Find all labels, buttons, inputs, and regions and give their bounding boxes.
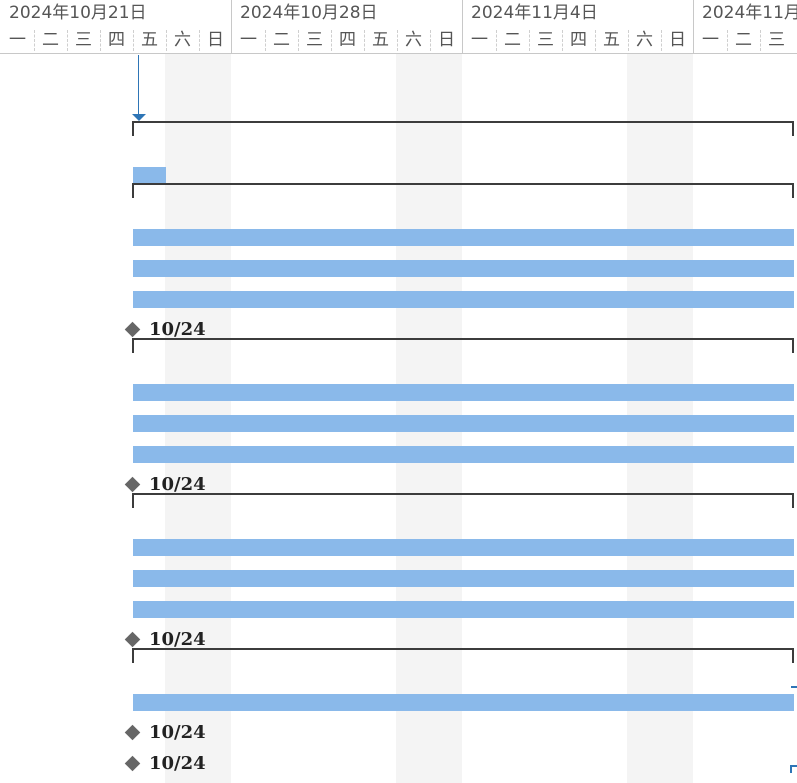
day-separator [397, 30, 398, 51]
day-label: 五 [141, 30, 158, 50]
summary-task-bar[interactable] [132, 493, 794, 508]
milestone-diamond-icon [124, 631, 141, 648]
milestone-diamond-icon [124, 755, 141, 772]
offscreen-link-corner-icon [790, 765, 797, 773]
day-label: 四 [108, 30, 125, 50]
day-separator [199, 30, 200, 51]
day-label: 三 [537, 30, 554, 50]
day-separator [562, 30, 563, 51]
day-separator [496, 30, 497, 51]
day-separator [100, 30, 101, 51]
day-label: 一 [471, 30, 488, 50]
day-label: 五 [372, 30, 389, 50]
day-label: 三 [75, 30, 92, 50]
milestone-diamond-icon [124, 724, 141, 741]
task-bar[interactable] [133, 229, 794, 246]
week-label: 2024年10月21日 [9, 3, 147, 23]
day-label: 二 [504, 30, 521, 50]
week-label: 2024年10月28日 [240, 3, 378, 23]
task-bar[interactable] [133, 291, 794, 308]
task-bar[interactable] [133, 260, 794, 277]
milestone-date-label: 10/24 [149, 753, 206, 774]
day-label: 日 [669, 30, 686, 50]
summary-task-bar[interactable] [132, 648, 794, 663]
milestone-date-label: 10/24 [149, 722, 206, 743]
summary-task-bar[interactable] [132, 183, 794, 198]
milestone-diamond-icon [124, 321, 141, 338]
day-label: 一 [9, 30, 26, 50]
summary-task-bar[interactable] [132, 338, 794, 353]
task-bar[interactable] [133, 446, 794, 463]
day-label: 四 [339, 30, 356, 50]
day-separator [727, 30, 728, 51]
day-label: 五 [603, 30, 620, 50]
day-label: 二 [735, 30, 752, 50]
day-separator [430, 30, 431, 51]
milestone-date-label: 10/24 [149, 474, 206, 495]
day-label: 六 [174, 30, 191, 50]
day-label: 六 [636, 30, 653, 50]
day-separator [331, 30, 332, 51]
task-bar[interactable] [133, 415, 794, 432]
timescale-header[interactable]: 2024年10月21日一二三四五六日 2024年10月28日一二三四五六日 2024… [0, 0, 797, 54]
day-separator [595, 30, 596, 51]
day-separator [133, 30, 134, 51]
day-label: 二 [42, 30, 59, 50]
week-label: 2024年11月 [702, 3, 797, 23]
day-separator [364, 30, 365, 51]
day-label: 一 [240, 30, 257, 50]
milestone-date-label: 10/24 [149, 319, 206, 340]
day-label: 三 [306, 30, 323, 50]
day-separator [265, 30, 266, 51]
day-separator [760, 30, 761, 51]
day-label: 一 [702, 30, 719, 50]
week-separator [231, 0, 232, 54]
day-separator [34, 30, 35, 51]
day-separator [298, 30, 299, 51]
dependency-arrow-icon [132, 114, 146, 121]
day-separator [166, 30, 167, 51]
task-bar[interactable] [133, 601, 794, 618]
day-label: 二 [273, 30, 290, 50]
task-bar[interactable] [133, 570, 794, 587]
day-label: 日 [438, 30, 455, 50]
offscreen-link-stub [791, 686, 797, 688]
task-bar[interactable] [133, 384, 794, 401]
day-label: 四 [570, 30, 587, 50]
summary-task-bar[interactable] [132, 121, 794, 136]
milestone-date-label: 10/24 [149, 629, 206, 650]
week-separator [462, 0, 463, 54]
milestone-diamond-icon [124, 476, 141, 493]
task-bar[interactable] [133, 167, 166, 184]
day-label: 六 [405, 30, 422, 50]
day-separator [661, 30, 662, 51]
dependency-link-line [138, 55, 139, 115]
task-bar[interactable] [133, 694, 794, 711]
task-bar[interactable] [133, 539, 794, 556]
day-separator [628, 30, 629, 51]
week-label: 2024年11月4日 [471, 3, 598, 23]
day-label: 三 [768, 30, 785, 50]
day-label: 日 [207, 30, 224, 50]
day-separator [529, 30, 530, 51]
week-separator [693, 0, 694, 54]
day-separator [67, 30, 68, 51]
